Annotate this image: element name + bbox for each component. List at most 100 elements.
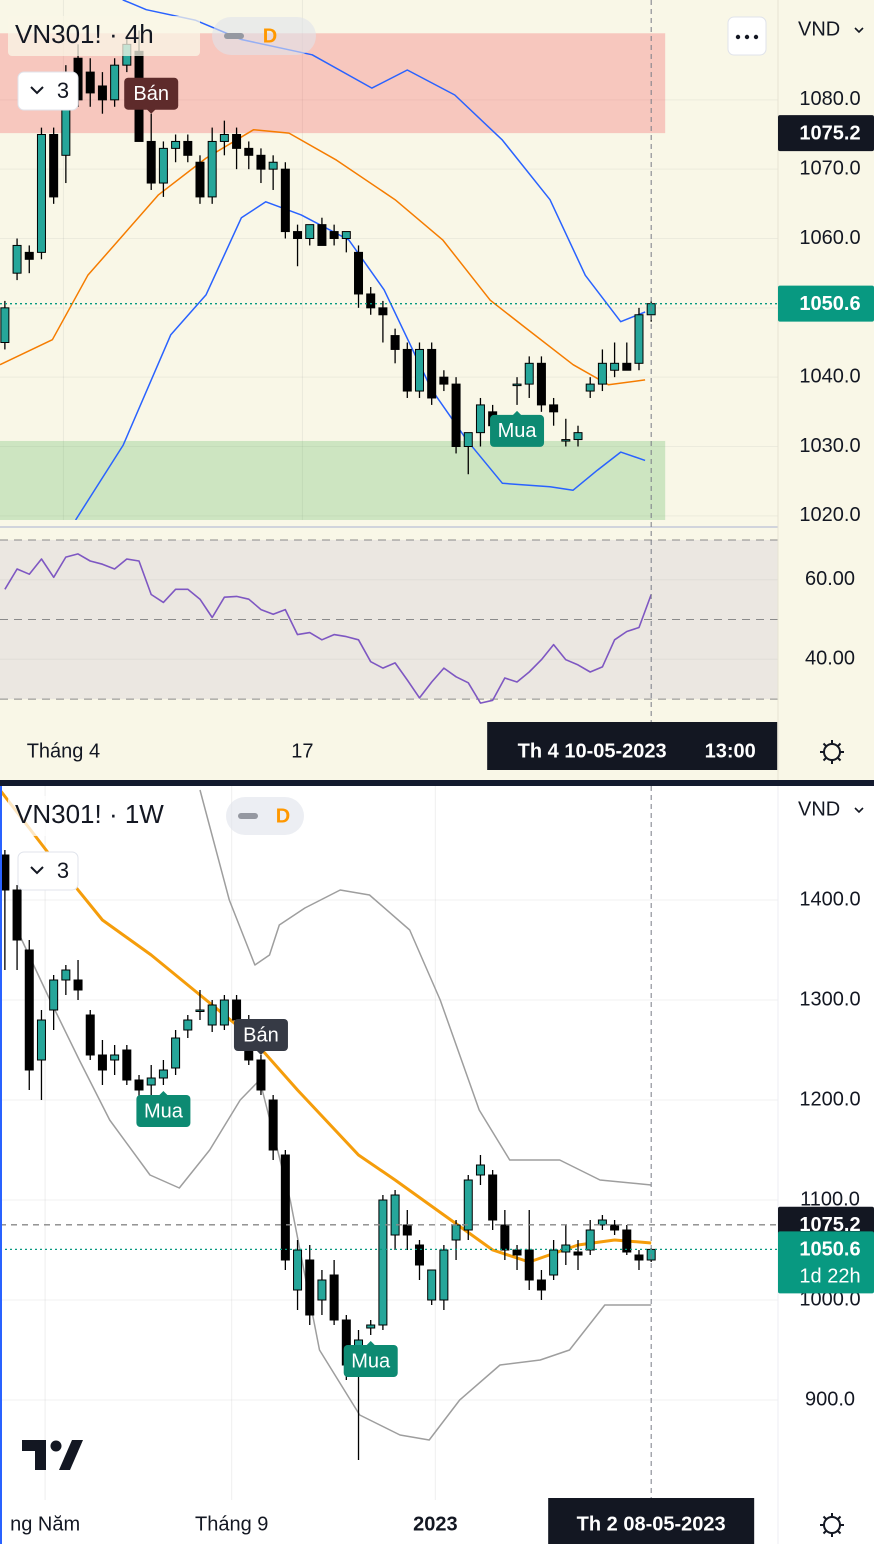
dot [753,34,759,40]
chevron [30,866,44,875]
candle-body [622,1229,632,1253]
candle-body [219,134,229,142]
marker-pointer [158,1091,169,1096]
crosshair-box [548,1498,755,1544]
candle-body [573,1251,583,1256]
candle-body [585,383,595,392]
badge[interactable]: D [276,805,290,827]
candle-body [536,1279,546,1291]
candle-body [512,383,522,387]
marker-label: Bán [133,83,169,105]
settings-icon[interactable] [820,740,844,764]
symbol-title[interactable]: VN301! · 4h [15,19,154,49]
symbol-title[interactable]: VN301! · 1W [15,799,164,829]
logo[interactable] [22,1440,46,1470]
candle-body [402,348,412,392]
y-tick-label: 1000.0 [799,1288,860,1310]
candle-body [183,140,193,156]
signal-marker: Bán [233,1019,288,1055]
candle-body [317,224,327,246]
candle-body [305,1259,315,1316]
bottom-background [0,786,874,1544]
marker-box [233,1019,288,1051]
candle-body [183,1019,193,1031]
candle-body [0,854,10,891]
candle-body [85,1014,95,1056]
crosshair-box [487,722,778,770]
marker-label: Mua [351,1350,391,1372]
dot [744,34,750,40]
y-tick-label: 1030.0 [799,435,860,457]
candle-body [0,307,10,344]
candle-body [597,1219,607,1226]
candle-body [280,168,290,233]
pill-icon [224,33,244,39]
candle-body [24,251,34,260]
y-tick-label: 1020.0 [799,504,860,526]
plot-area: Mua Bán Mua [0,786,778,1500]
candle-body [268,161,278,170]
price-label-box [778,1231,874,1294]
badge[interactable]: D [263,25,277,47]
candle-body [500,1224,510,1251]
indicator-count[interactable]: 3 [57,858,69,883]
y-tick-label: 1200.0 [799,1088,860,1110]
candle-body [585,1229,595,1251]
logo [50,1440,62,1452]
indicator-line [0,128,646,386]
currency[interactable]: VND [798,798,840,820]
candle-body [561,439,571,442]
candle-body [207,1004,217,1026]
candle-body [402,1224,412,1236]
candle-body [158,1069,168,1079]
chevron [854,807,864,814]
indicator-count[interactable]: 3 [57,78,69,103]
rsi-line [4,553,652,704]
interval-pill[interactable] [226,797,304,835]
y-tick-label: 1400.0 [799,888,860,910]
candle-body [110,64,120,101]
indicator-line [199,789,652,1186]
marker-pointer [255,1050,266,1055]
signal-marker: Mua [343,1341,398,1377]
x-tick-label: 2023 [413,1513,458,1535]
title-backdrop [8,16,200,56]
currency[interactable]: VND [798,18,840,40]
candle-body [341,231,351,240]
price-label-box [778,115,874,152]
marker-box [124,77,179,110]
candle-body [561,1244,571,1253]
candle-body [524,1249,534,1281]
candle-body [414,1244,424,1266]
indicator-toggle[interactable] [17,71,79,111]
candle-body [134,1079,144,1091]
price-label: 1050.6 [799,293,860,315]
candle-body [439,1249,449,1301]
candle-body [232,999,242,1021]
candle-body [610,362,620,371]
candle-body [97,1054,107,1071]
crosshair-date: Th 4 10-05-2023 [518,740,667,762]
signal-marker: Mua [490,410,545,447]
candle-body [573,432,583,441]
settings-icon[interactable] [820,1513,844,1537]
marker-pointer [365,1341,376,1346]
indicator-toggle[interactable] [17,851,79,891]
plot-area [0,539,778,704]
interval-pill[interactable] [212,17,316,55]
candle-body [390,1194,400,1236]
x-tick-label: Tháng 4 [27,740,100,762]
candle-body [366,1324,376,1329]
y-tick-label: 1080.0 [799,88,860,110]
y-tick-label: 1100.0 [800,1188,860,1210]
candle-body [219,999,229,1026]
y-tick-label: 1060.0 [799,227,860,249]
candle-body [475,404,485,434]
gear [820,1513,844,1537]
price-label-box [778,285,874,322]
candle-body [24,949,34,1071]
candle-body [195,161,205,198]
candle-body [512,1249,522,1256]
